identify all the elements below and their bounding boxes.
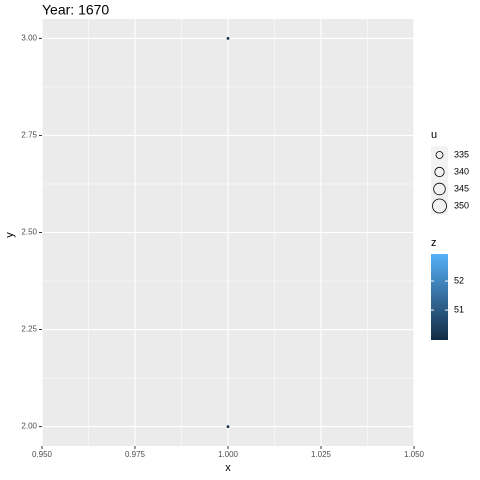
point	[226, 37, 230, 40]
y-axis-label: y	[4, 232, 16, 238]
y-tick-label: 3.00	[21, 34, 37, 43]
colorbar	[431, 254, 448, 340]
legend-label: 345	[454, 183, 469, 193]
legend-symbol	[434, 166, 445, 178]
legend-label: 350	[454, 200, 469, 210]
x-tick-label: 1.000	[218, 450, 239, 459]
y-tick-label: 2.50	[21, 228, 37, 237]
chart-title: Year: 1670	[42, 2, 109, 18]
y-tick-label: 2.00	[21, 422, 37, 431]
legend-label: 52	[454, 275, 464, 285]
x-tick-label: 1.025	[311, 450, 332, 459]
legend-label: 335	[454, 149, 469, 159]
legend-symbol	[435, 151, 444, 159]
legend-key	[431, 146, 448, 164]
legend-symbol	[433, 182, 446, 196]
x-axis-label: x	[225, 462, 231, 474]
color-legend-title: z	[431, 237, 437, 249]
x-tick-label: 0.950	[32, 450, 53, 459]
legend-key	[431, 163, 448, 181]
legend-label: 340	[454, 166, 469, 176]
legend-symbol	[432, 198, 447, 214]
size-legend-title: u	[431, 129, 437, 141]
y-tick-label: 2.25	[21, 325, 37, 334]
point	[226, 425, 230, 428]
legend-label: 51	[454, 304, 464, 314]
y-tick-label: 2.75	[21, 131, 37, 140]
x-tick-label: 0.975	[125, 450, 146, 459]
legend-key	[431, 197, 448, 215]
x-tick-label: 1.050	[404, 450, 425, 459]
